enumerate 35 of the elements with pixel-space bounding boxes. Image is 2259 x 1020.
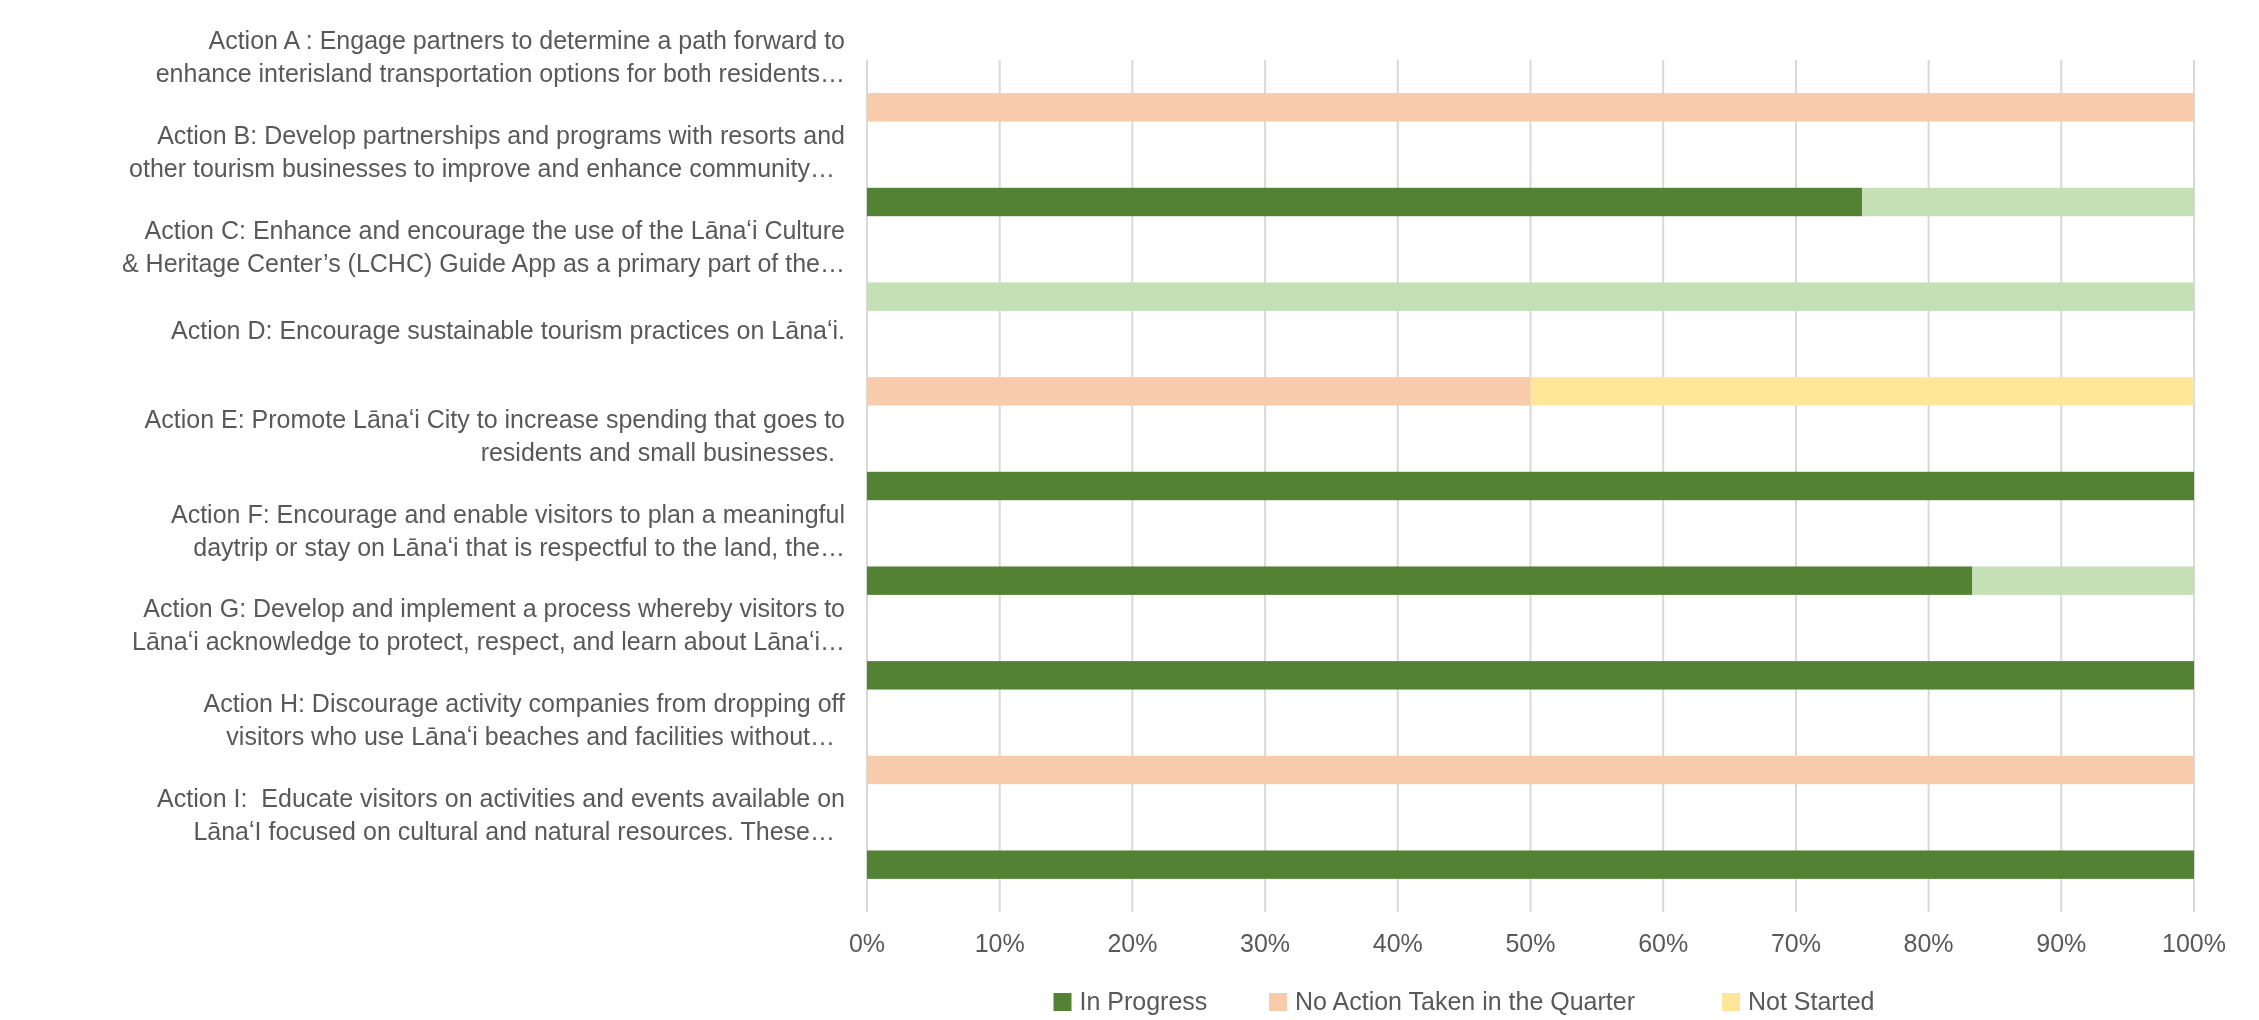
y-tick-label: Action B: Develop partnerships and programs with resorts and other tourism businesses to improve and enhance community… (129, 121, 845, 182)
x-tick-label: 60% (1638, 929, 1689, 957)
y-tick-label: Action C: Enhance and encourage the use of the Lānaʻi Culture & Heritage Center’s (LCHC) Guide App as a primary part of the… (122, 215, 845, 277)
y-tick-label: Action F: Encourage and enable visitors to plan a meaningful daytrip or stay on Lānaʻi that is respectful to the land, the… (170, 499, 845, 561)
legend-label: No Action Taken in the Quarter (1295, 987, 1636, 1015)
bar (867, 377, 1531, 406)
bar (867, 282, 2194, 311)
y-tick-label: Action I: Educate visitors on activities and events available on LānaʻI focused on cultural and natural resources. These… (157, 783, 845, 845)
legend-label: In Progress (1079, 987, 1208, 1015)
x-tick-label: 10% (974, 929, 1025, 957)
x-tick-label: 50% (1505, 929, 1556, 957)
y-tick-label: Action G: Develop and implement a process whereby visitors to Lānaʻi acknowledge to protect, respect, and learn about Lānaʻi… (132, 594, 845, 656)
bar (867, 566, 1973, 595)
y-tick-label: Action D: Encourage sustainable tourism practices on Lānaʻi. (171, 316, 845, 345)
x-tick-label: 30% (1240, 929, 1291, 957)
x-tick-label: 80% (1903, 929, 1954, 957)
bar (1972, 566, 2194, 595)
y-tick-label: Action H: Discourage activity companies from dropping off visitors who use Lānaʻi beaches and facilities without… (203, 689, 846, 750)
bar (1530, 377, 2194, 406)
bar (867, 850, 2194, 879)
bar (867, 661, 2194, 690)
bar (867, 187, 1863, 217)
x-tick-label: 0% (848, 929, 886, 957)
x-tick-label: 100% (2162, 929, 2226, 957)
x-tick-label: 70% (1770, 929, 1821, 957)
x-tick-label: 20% (1107, 929, 1158, 957)
bar (867, 93, 2194, 122)
legend-label: Not Started (1748, 987, 1875, 1015)
bar (1862, 187, 2194, 217)
bar (867, 755, 2194, 785)
x-tick-label: 90% (2036, 929, 2087, 957)
y-tick-label: Action A : Engage partners to determine a path forward to enhance interisland transportation options for both residents… (155, 26, 845, 88)
y-tick-label: Action E: Promote Lānaʻi City to increase spending that goes to residents and small businesses. (144, 405, 845, 466)
bar (867, 471, 2194, 501)
x-tick-label: 40% (1372, 929, 1423, 957)
